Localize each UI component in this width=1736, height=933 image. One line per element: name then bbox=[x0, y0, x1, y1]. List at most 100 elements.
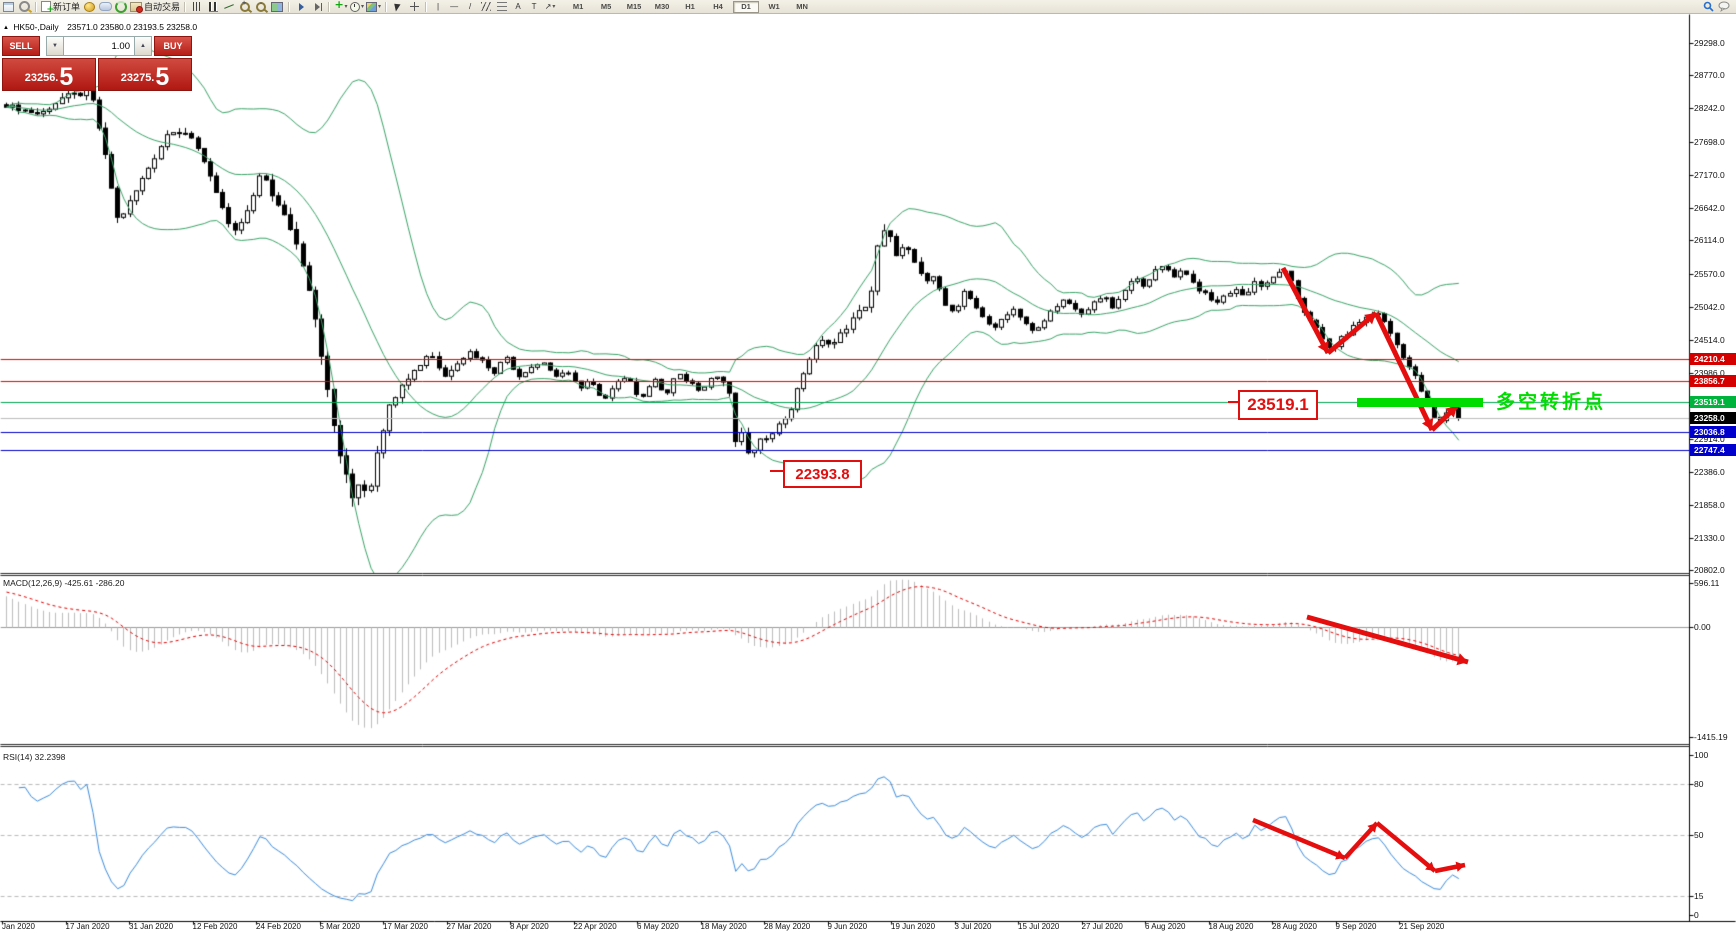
market-watch-icon[interactable] bbox=[1, 1, 15, 12]
new-order-button[interactable]: 新订单 bbox=[41, 1, 81, 15]
price-tick-label: 28242.0 bbox=[1694, 103, 1725, 114]
oscillator-tick-label: -1415.19 bbox=[1694, 732, 1728, 742]
templates-icon[interactable]: ▾ bbox=[366, 1, 381, 12]
periods-icon bbox=[350, 1, 361, 12]
oscillator-tick-label: 80 bbox=[1694, 779, 1704, 789]
trendline-icon[interactable]: / bbox=[463, 1, 477, 12]
chart-header: ▲ HK50-,Daily 23571.0 23580.0 23193.5 23… bbox=[3, 22, 197, 32]
autotrading-button-label: 自动交易 bbox=[144, 2, 181, 12]
history-center-icon[interactable] bbox=[82, 1, 96, 12]
sell-button[interactable]: SELL bbox=[2, 36, 40, 56]
templates-icon bbox=[366, 1, 378, 12]
line-chart-icon bbox=[224, 2, 234, 11]
line-chart-icon[interactable] bbox=[222, 1, 236, 12]
data-window-icon[interactable] bbox=[17, 1, 31, 12]
horizontal-line-icon[interactable]: — bbox=[447, 1, 461, 12]
indicators-icon[interactable]: ▾ bbox=[334, 0, 348, 12]
text-icon[interactable]: A bbox=[511, 1, 525, 12]
timeframe-m1[interactable]: M1 bbox=[572, 2, 584, 11]
equidistant-channel-icon[interactable] bbox=[479, 1, 493, 12]
cursor-icon[interactable] bbox=[391, 1, 405, 12]
candlestick-chart-icon bbox=[208, 1, 218, 12]
arrows-icon: ↗ bbox=[544, 2, 552, 11]
chat-icon[interactable] bbox=[1717, 1, 1731, 12]
price-tick-label: 24514.0 bbox=[1694, 334, 1725, 345]
chart-shift-icon[interactable] bbox=[310, 1, 324, 12]
auto-scroll-icon[interactable] bbox=[294, 1, 308, 12]
crosshair-icon[interactable] bbox=[407, 1, 421, 12]
date-tick-label: 9 Sep 2020 bbox=[1335, 922, 1377, 931]
fibonacci-icon[interactable] bbox=[495, 1, 509, 12]
sell-price-display[interactable]: 23256. 5 bbox=[2, 58, 96, 91]
search-icon[interactable] bbox=[1701, 1, 1715, 12]
price-tick-label: 28770.0 bbox=[1694, 70, 1725, 81]
support-zone-line[interactable] bbox=[1357, 398, 1483, 407]
candlestick-chart-icon[interactable] bbox=[206, 1, 220, 12]
timeframe-w1[interactable]: W1 bbox=[768, 2, 780, 11]
price-tick-label: 21330.0 bbox=[1694, 532, 1725, 543]
timeframe-m30[interactable]: M30 bbox=[654, 2, 670, 11]
cn-annotation-text[interactable]: 多空转折点 bbox=[1496, 392, 1607, 413]
bar-chart-icon[interactable] bbox=[190, 1, 204, 12]
timeframe-h4[interactable]: H4 bbox=[713, 2, 723, 11]
pane-separator-1[interactable] bbox=[0, 572, 1689, 577]
cursor-icon bbox=[394, 1, 402, 12]
cloud-icon[interactable] bbox=[98, 1, 112, 12]
autotrading-icon bbox=[130, 1, 144, 13]
main-chart-pane[interactable] bbox=[0, 14, 1689, 573]
price-annotation-23519[interactable]: 23519.1 bbox=[1238, 390, 1318, 420]
equidistant-channel-icon bbox=[481, 2, 492, 11]
timeframe-d1[interactable]: D1 bbox=[733, 0, 760, 13]
rsi-pane[interactable] bbox=[0, 747, 1689, 921]
buy-button[interactable]: BUY bbox=[154, 36, 192, 56]
price-annotation-22393[interactable]: 22393.8 bbox=[783, 460, 862, 488]
zoom-out-icon[interactable] bbox=[254, 1, 268, 12]
date-tick-label: 27 Jul 2020 bbox=[1081, 922, 1123, 931]
signals-icon[interactable] bbox=[114, 0, 128, 13]
date-tick-label: 8 Apr 2020 bbox=[510, 922, 549, 931]
fibonacci-icon bbox=[497, 2, 508, 11]
volume-increase-button[interactable]: ▲ bbox=[134, 36, 152, 56]
sell-price-main: 23256. bbox=[24, 72, 59, 84]
tile-windows-icon[interactable] bbox=[270, 1, 284, 12]
date-tick-label: 17 Jan 2020 bbox=[65, 922, 110, 931]
timeframe-mn[interactable]: MN bbox=[796, 2, 808, 11]
sell-price-pip: 5 bbox=[59, 63, 74, 91]
new-order-button-label: 新订单 bbox=[53, 2, 81, 12]
price-tick-label: 25042.0 bbox=[1694, 302, 1725, 313]
market-watch-icon bbox=[2, 1, 14, 12]
toolbar-separator bbox=[184, 1, 187, 12]
toolbar-separator bbox=[385, 1, 388, 12]
macd-pane[interactable] bbox=[0, 576, 1689, 744]
arrows-icon[interactable]: ↗ ▾ bbox=[543, 1, 557, 12]
autotrading-button[interactable]: 自动交易 bbox=[130, 1, 181, 13]
one-click-trading-panel: SELL ▼ 1.00 ▲ BUY 23256. 5 23275. 5 bbox=[2, 36, 194, 91]
buy-price-display[interactable]: 23275. 5 bbox=[98, 58, 192, 91]
vertical-line-icon[interactable]: | bbox=[431, 1, 445, 12]
pane-separator-2[interactable] bbox=[0, 743, 1689, 748]
bar-chart-icon bbox=[192, 2, 202, 11]
signals-icon bbox=[115, 0, 128, 13]
symbol-period-label: HK50-,Daily bbox=[13, 22, 59, 32]
crosshair-icon bbox=[409, 2, 419, 11]
date-tick-label: 28 Aug 2020 bbox=[1272, 922, 1317, 931]
text-label-icon: T bbox=[531, 2, 537, 11]
timeframe-h1[interactable]: H1 bbox=[685, 2, 695, 11]
volume-input[interactable]: 1.00 bbox=[64, 36, 134, 56]
text-icon: A bbox=[515, 2, 521, 11]
zoom-in-icon[interactable] bbox=[238, 1, 252, 12]
chevron-down-icon: ▾ bbox=[378, 4, 382, 10]
date-tick-label: 17 Mar 2020 bbox=[383, 922, 428, 931]
volume-decrease-button[interactable]: ▼ bbox=[46, 36, 64, 56]
date-tick-label: 22 Apr 2020 bbox=[573, 922, 617, 931]
date-tick-label: 21 Sep 2020 bbox=[1399, 922, 1445, 931]
oct-collapse-icon[interactable]: ▲ bbox=[3, 25, 9, 31]
price-tick-label: 20802.0 bbox=[1694, 565, 1725, 576]
text-label-icon[interactable]: T bbox=[527, 1, 541, 12]
periods-icon[interactable]: ▾ bbox=[350, 1, 364, 12]
timeframe-m15[interactable]: M15 bbox=[626, 2, 642, 11]
oscillator-tick-label: 100 bbox=[1694, 750, 1709, 760]
timeframe-m5[interactable]: M5 bbox=[600, 2, 612, 11]
